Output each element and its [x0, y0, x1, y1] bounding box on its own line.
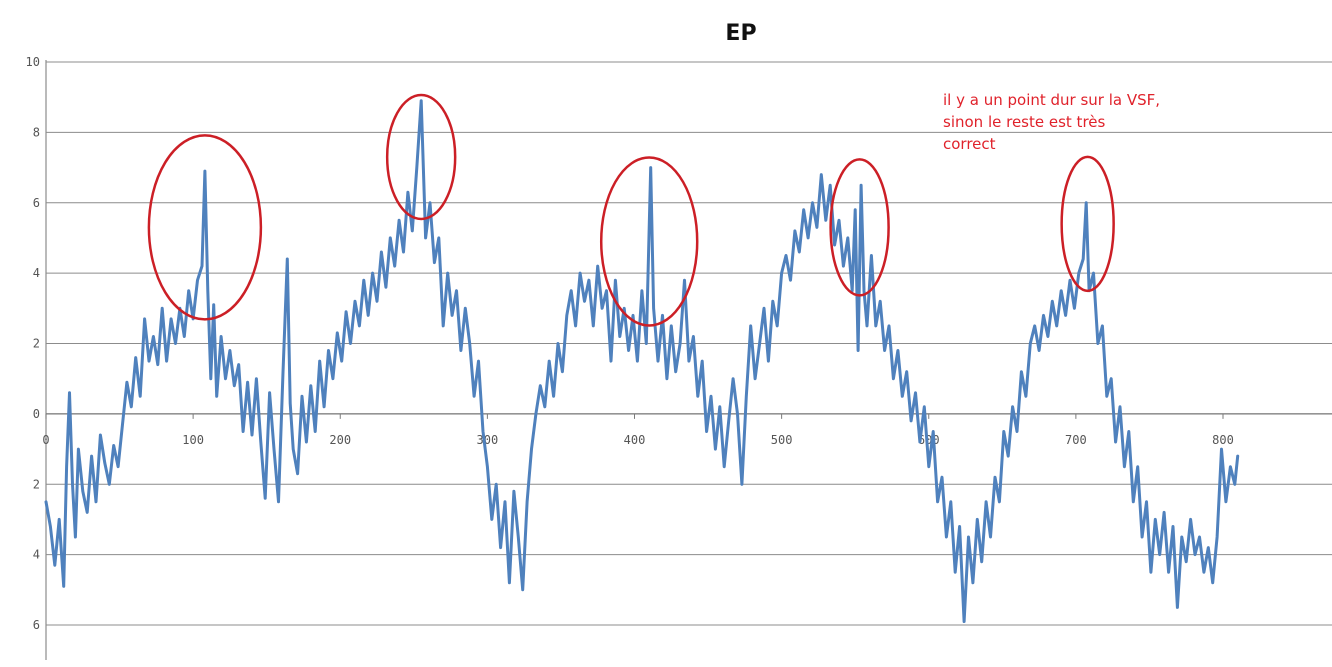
annotation-line-1: sinon le reste est très: [943, 113, 1106, 131]
x-tick-label-5: 500: [771, 433, 793, 447]
series-layer: [44, 99, 1240, 623]
series-line-0: [44, 99, 1240, 623]
y-tick-label-3: 4: [33, 266, 40, 280]
highlight-circles: [147, 93, 1115, 327]
x-tick-label-8: 800: [1212, 433, 1234, 447]
y-tick-label-4: 2: [33, 337, 40, 351]
y-tick-label-7: 4: [33, 548, 40, 562]
highlight-circle-2: [599, 156, 699, 327]
y-tick-label-2: 6: [33, 196, 40, 210]
y-tick-label-6: 2: [33, 477, 40, 491]
chart-title: EP: [725, 21, 756, 46]
highlight-circle-1: [385, 93, 457, 221]
y-tick-label-1: 8: [33, 125, 40, 139]
highlight-circle-4: [1060, 155, 1115, 293]
annotation-line-0: il y a un point dur sur la VSF,: [943, 91, 1160, 109]
y-tick-label-8: 6: [33, 618, 40, 632]
highlight-circle-3: [829, 158, 890, 297]
x-tick-label-7: 700: [1065, 433, 1087, 447]
x-tick-label-0: 0: [42, 433, 49, 447]
highlight-circle-0: [147, 134, 263, 321]
y-tick-label-5: 0: [33, 407, 40, 421]
x-tick-label-2: 200: [329, 433, 351, 447]
annotation-line-2: correct: [943, 135, 996, 153]
x-tick-label-3: 300: [477, 433, 499, 447]
y-tick-label-0: 10: [26, 55, 40, 69]
x-tick-label-4: 400: [624, 433, 646, 447]
x-tick-label-1: 100: [182, 433, 204, 447]
annotation-note: il y a un point dur sur la VSF, sinon le …: [943, 91, 1160, 153]
